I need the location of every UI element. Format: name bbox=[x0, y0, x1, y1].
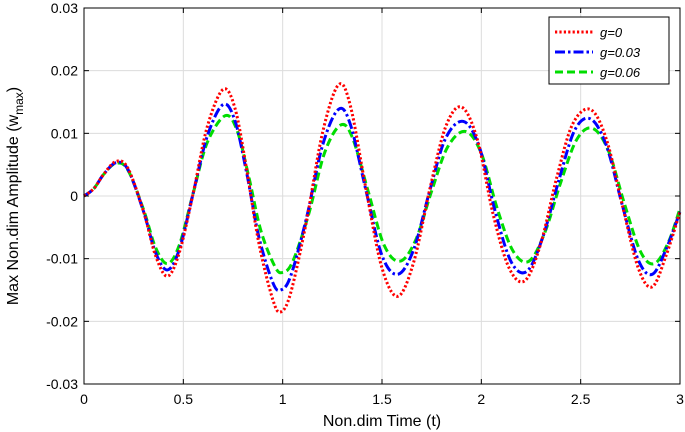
series-line-g-0-03 bbox=[83, 102, 682, 293]
axis-ticks: 0 0.5 1 1.5 2 2.5 3 -0.03 -0.02 -0.01 0 0.01 0.02 0.0… bbox=[46, 0, 684, 407]
y-axis-label-subscript: max bbox=[12, 92, 26, 115]
series-line-g-0 bbox=[83, 82, 682, 314]
y-tick-label: -0.03 bbox=[46, 376, 78, 392]
x-tick-label: 1.5 bbox=[372, 391, 392, 407]
x-tick-label: 0 bbox=[80, 391, 88, 407]
x-tick-label: 2 bbox=[477, 391, 485, 407]
y-tick-label: -0.01 bbox=[46, 251, 78, 267]
x-tick-label: 0.5 bbox=[174, 391, 194, 407]
y-axis-label-main: Max Non.dim Amplitude (w bbox=[5, 114, 22, 305]
x-tick-label: 2.5 bbox=[571, 391, 591, 407]
legend-label: g=0.06 bbox=[600, 65, 641, 80]
legend: g=0 g=0.03 g=0.06 bbox=[548, 16, 670, 85]
x-axis-label: Non.dim Time (t) bbox=[323, 413, 441, 430]
y-tick-label: -0.02 bbox=[46, 313, 78, 329]
y-axis-label-close: ) bbox=[5, 87, 22, 92]
legend-label: g=0 bbox=[600, 25, 623, 40]
y-tick-label: 0 bbox=[70, 188, 78, 204]
y-axis-label: Max Non.dim Amplitude (wmax) bbox=[5, 87, 26, 305]
y-tick-label: 0.03 bbox=[51, 0, 78, 16]
series-line-g-0-06 bbox=[83, 113, 682, 275]
y-tick-label: 0.01 bbox=[51, 125, 78, 141]
x-tick-label: 1 bbox=[279, 391, 287, 407]
data-lines bbox=[83, 82, 682, 314]
legend-label: g=0.03 bbox=[600, 45, 641, 60]
x-tick-label: 3 bbox=[676, 391, 684, 407]
y-tick-label: 0.02 bbox=[51, 63, 78, 79]
